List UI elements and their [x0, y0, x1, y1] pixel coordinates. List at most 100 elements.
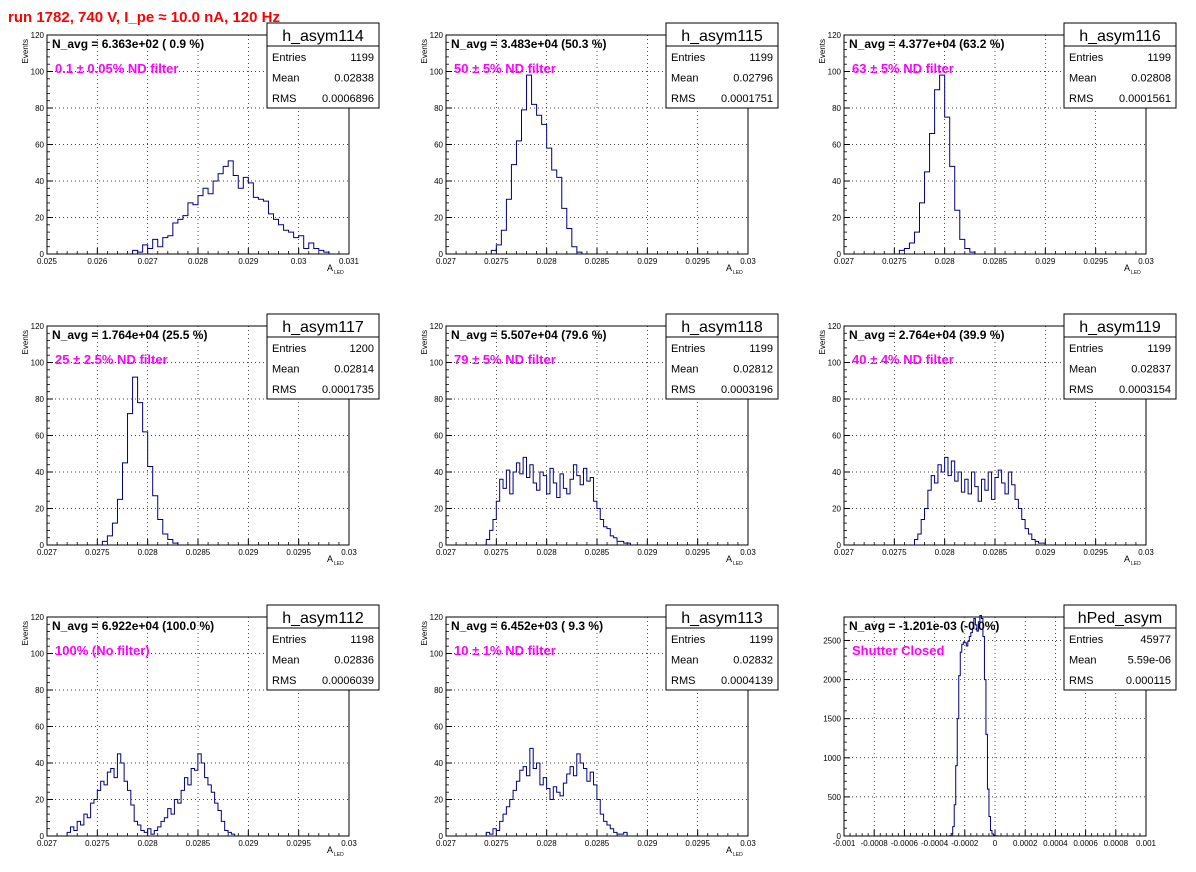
- stats-value: 0.02838: [334, 73, 374, 85]
- x-tick-label: 0.0275: [484, 839, 509, 848]
- x-tick-label: 0.03: [1138, 257, 1154, 266]
- x-tick-label: 0.027: [37, 839, 58, 848]
- stats-value: 0.02836: [334, 655, 374, 667]
- y-tick-label: 500: [828, 793, 842, 802]
- histogram-title: h_asym117: [282, 319, 364, 336]
- stats-box: [665, 627, 779, 691]
- y-tick-label: 120: [31, 322, 45, 331]
- stats-value: 0.0001735: [322, 384, 374, 396]
- x-axis-title: A: [726, 845, 732, 855]
- stats-value: 1198: [350, 634, 374, 646]
- x-tick-label: 0.028: [138, 839, 159, 848]
- y-tick-label: 60: [832, 141, 841, 150]
- x-axis-title-subscript: LED: [334, 270, 344, 276]
- y-tick-label: 20: [35, 214, 44, 223]
- y-tick-label: 40: [35, 468, 44, 477]
- stats-label: RMS: [1069, 675, 1093, 687]
- stats-label: RMS: [671, 384, 695, 396]
- stats-label: Mean: [1069, 73, 1097, 85]
- stats-box: [665, 336, 779, 400]
- x-tick-label: 0.03: [291, 257, 307, 266]
- stats-box: [665, 45, 779, 109]
- x-tick-label: 0: [993, 839, 998, 848]
- stats-label: Entries: [272, 52, 307, 64]
- filter-annotation: 63 ± 5% ND filter: [852, 61, 954, 76]
- stats-value: 1199: [1147, 52, 1171, 64]
- x-tick-label: 0.029: [238, 257, 259, 266]
- y-tick-label: 20: [832, 214, 841, 223]
- stats-label: Mean: [272, 655, 300, 667]
- x-axis-title-subscript: LED: [733, 270, 743, 276]
- y-tick-label: 1500: [823, 715, 841, 724]
- stats-label: RMS: [272, 675, 296, 687]
- histogram-line: [66, 753, 236, 836]
- stats-label: Entries: [1069, 52, 1104, 64]
- x-tick-label: 0.025: [37, 257, 58, 266]
- y-tick-label: 80: [832, 104, 841, 113]
- x-axis-title: A: [327, 263, 333, 273]
- stats-label: Mean: [671, 73, 699, 85]
- x-tick-label: 0.028: [935, 548, 956, 557]
- stats-label: RMS: [1069, 384, 1093, 396]
- x-tick-label: 0.0295: [685, 257, 710, 266]
- histogram-line: [101, 376, 179, 545]
- x-tick-label: 0.0295: [685, 548, 710, 557]
- stats-label: Entries: [1069, 343, 1104, 355]
- histogram-panel-h_asym112: 0.027 0.0275 0.028 0.0285 0.029 0.0295 0.03 0 20…: [21, 604, 380, 858]
- stats-value: 0.0001751: [721, 93, 773, 105]
- stats-value: 0.0001561: [1119, 93, 1171, 105]
- x-tick-label: 0.0285: [585, 839, 610, 848]
- x-tick-label: 0.001: [1136, 839, 1157, 848]
- histogram-title: hPed_asym: [1078, 610, 1163, 627]
- stats-label: RMS: [272, 93, 296, 105]
- x-tick-label: 0.029: [637, 839, 658, 848]
- y-tick-label: 120: [31, 31, 45, 40]
- stats-value: 1199: [1147, 343, 1171, 355]
- x-tick-label: 0.027: [436, 257, 457, 266]
- y-tick-label: 20: [434, 505, 443, 514]
- x-tick-label: 0.0275: [484, 548, 509, 557]
- x-axis-title-subscript: LED: [334, 852, 344, 858]
- histogram-panel-h_asym118: 0.027 0.0275 0.028 0.0285 0.029 0.0295 0.03 0 20…: [420, 313, 779, 567]
- stats-label: Mean: [1069, 364, 1097, 376]
- x-tick-label: 0.029: [637, 257, 658, 266]
- y-tick-label: 0: [40, 250, 45, 259]
- histogram-title: h_asym112: [282, 610, 364, 627]
- histogram-panel-h_asym117: 0.027 0.0275 0.028 0.0285 0.029 0.0295 0.03 0 20…: [21, 313, 380, 567]
- x-tick-label: 0.0275: [85, 548, 110, 557]
- x-tick-label: 0.028: [537, 548, 558, 557]
- y-tick-label: 40: [434, 759, 443, 768]
- x-axis-title: A: [1124, 263, 1130, 273]
- stats-box: [1063, 336, 1177, 400]
- filter-annotation: 40 ± 4% ND filter: [852, 352, 954, 367]
- x-tick-label: -0.0006: [891, 839, 919, 848]
- x-tick-label: 0.03: [740, 257, 756, 266]
- x-tick-label: 0.0002: [1013, 839, 1038, 848]
- x-tick-label: 0.0285: [186, 548, 211, 557]
- x-tick-label: 0.0285: [983, 257, 1008, 266]
- histogram-title: h_asym114: [282, 28, 364, 45]
- x-tick-label: 0.0295: [286, 548, 311, 557]
- x-tick-label: 0.0285: [983, 548, 1008, 557]
- y-tick-label: 100: [828, 68, 842, 77]
- n-avg-label: N_avg = 6.922e+04 (100.0 %): [52, 619, 214, 633]
- x-tick-label: 0.029: [1035, 257, 1056, 266]
- x-tick-label: 0.0008: [1104, 839, 1129, 848]
- n-avg-label: N_avg = -1.201e-03 (-0.0%): [849, 619, 999, 633]
- x-axis-title-subscript: LED: [334, 561, 344, 567]
- y-axis-title: Events: [420, 330, 429, 354]
- y-tick-label: 120: [430, 613, 444, 622]
- stats-value: 1199: [749, 634, 773, 646]
- x-tick-label: 0.0275: [882, 548, 907, 557]
- stats-label: RMS: [272, 384, 296, 396]
- y-tick-label: 20: [434, 796, 443, 805]
- n-avg-label: N_avg = 3.483e+04 (50.3 %): [451, 37, 606, 51]
- stats-value: 0.02837: [1131, 364, 1171, 376]
- y-tick-label: 20: [832, 505, 841, 514]
- stats-label: Mean: [671, 364, 699, 376]
- stats-label: Entries: [1069, 634, 1104, 646]
- y-tick-label: 60: [434, 723, 443, 732]
- stats-value: 0.000115: [1126, 675, 1171, 687]
- histogram-panel-h_asym113: 0.027 0.0275 0.028 0.0285 0.029 0.0295 0.03 0 20…: [420, 604, 779, 858]
- stats-value: 45977: [1140, 634, 1171, 646]
